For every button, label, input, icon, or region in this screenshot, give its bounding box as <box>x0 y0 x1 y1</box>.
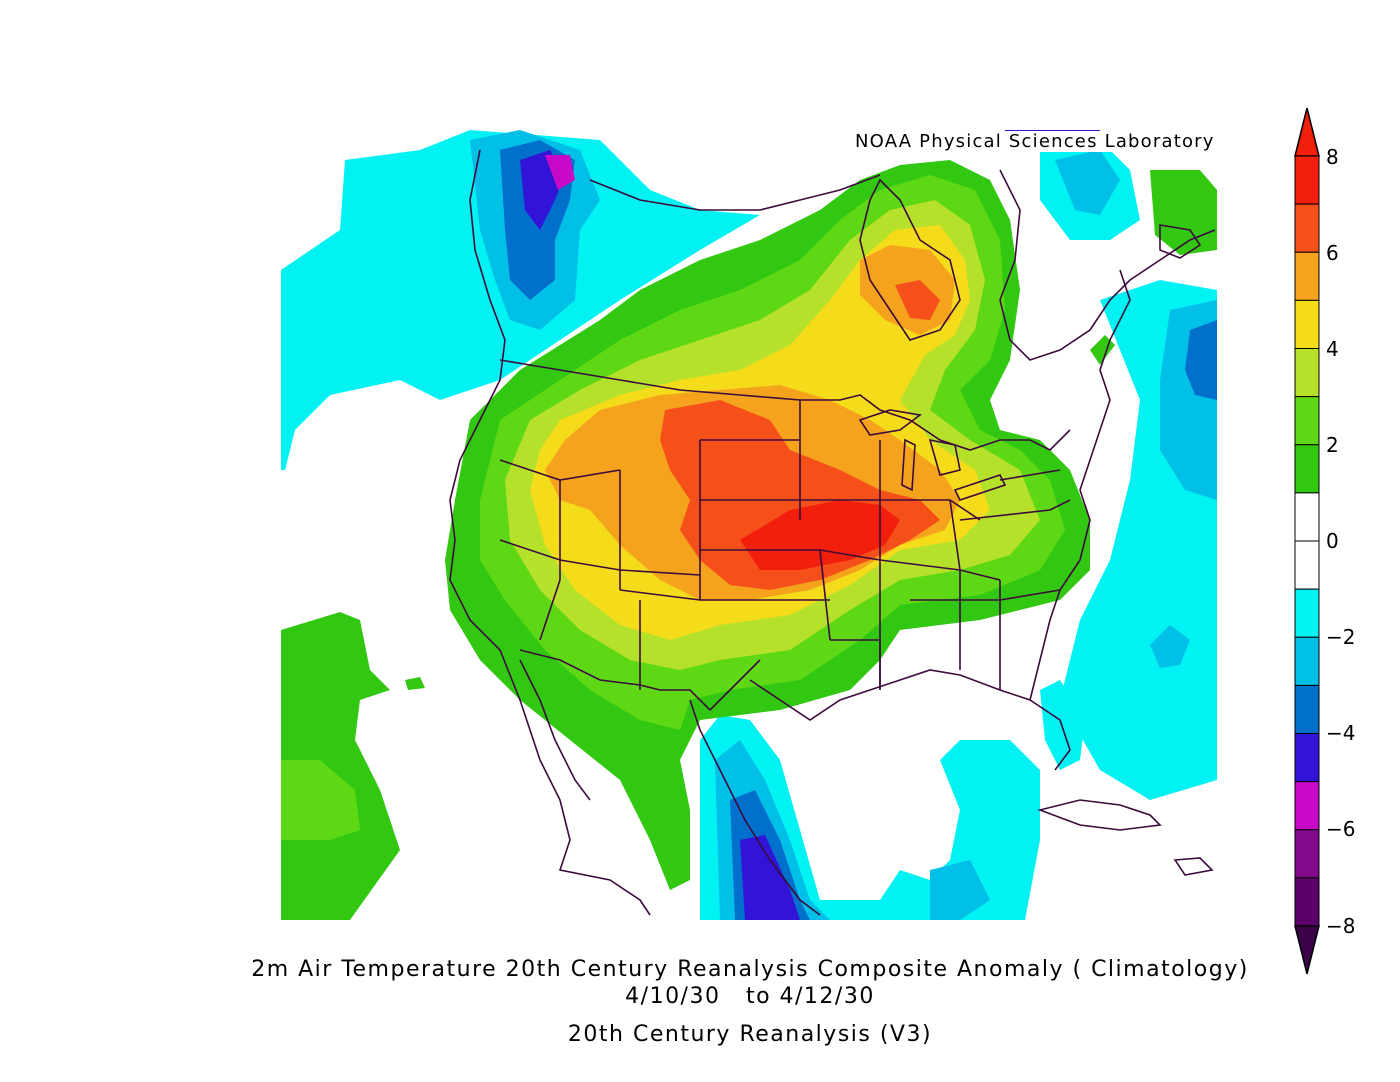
state-lines-central <box>700 400 881 690</box>
warm-anomaly-hudson-red <box>895 280 940 320</box>
colorbar-segment <box>1294 203 1320 253</box>
coastline-mexico-gulf <box>689 699 821 916</box>
cold-anomaly-bc-peak <box>545 155 575 190</box>
cold-anomaly-northeast-blue <box>1055 150 1120 215</box>
warm-anomaly-pacific-sw-inner <box>281 760 360 840</box>
coastline-atlantic <box>1029 269 1131 701</box>
cold-anomaly-mexico-core <box>740 835 800 920</box>
colorbar: 8 6 4 2 0 −2 −4 −6 −8 <box>1294 107 1355 975</box>
colorbar-segment <box>1294 396 1320 446</box>
dataset-name: 20th Century Reanalysis (V3) <box>567 1022 933 1047</box>
state-lines-east <box>879 440 1071 690</box>
colorbar-label-neg4: −4 <box>1326 721 1355 745</box>
colorbar-labels: 8 6 4 2 0 −2 −4 −6 −8 <box>1326 145 1355 938</box>
colorbar-segment <box>1294 684 1320 734</box>
colorbar-segments <box>1294 155 1320 927</box>
lake-outline-erie <box>953 474 1007 501</box>
warm-anomaly-pacific-sw <box>281 612 400 920</box>
colorbar-label-neg8: −8 <box>1326 914 1355 938</box>
state-lines-west <box>499 440 701 690</box>
colorbar-label-2: 2 <box>1326 433 1339 457</box>
coastline-pacific <box>449 149 651 916</box>
border-us-canada <box>499 359 1071 451</box>
coastline-baja <box>519 659 591 801</box>
colorbar-segment <box>1294 155 1320 205</box>
cold-anomaly-atlantic-blue <box>1185 320 1217 400</box>
warm-anomaly-pacific-speck <box>405 677 425 690</box>
coastline-canada-north <box>589 174 881 211</box>
colorbar-segment <box>1294 540 1320 590</box>
colorbar-label-neg2: −2 <box>1326 625 1355 649</box>
border-us-mexico <box>519 649 761 712</box>
colorbar-segment <box>1294 348 1320 398</box>
warm-anomaly-level-7 <box>740 500 900 570</box>
colorbar-segment <box>1294 781 1320 831</box>
coastline-labrador <box>999 169 1216 361</box>
figure-title: 2m Air Temperature 20th Century Reanalys… <box>251 957 1249 982</box>
coastline-gulf-us <box>749 669 1071 771</box>
map-area <box>281 130 1217 920</box>
colorbar-segment <box>1294 829 1320 879</box>
colorbar-segment <box>1294 251 1320 301</box>
credit-label: NOAA Physical Sciences Laboratory <box>853 131 1217 152</box>
colorbar-segment <box>1294 492 1320 542</box>
lake-outline-michigan <box>901 438 916 492</box>
cold-anomaly-caribbean <box>930 860 990 920</box>
colorbar-label-neg6: −6 <box>1326 817 1355 841</box>
colorbar-segment <box>1294 733 1320 783</box>
boundary-lines <box>449 149 1216 916</box>
cold-anomaly-atlantic-spot <box>1150 625 1190 668</box>
colorbar-top-arrow <box>1294 107 1320 157</box>
colorbar-segment <box>1294 877 1320 927</box>
newfoundland-outline <box>1159 224 1202 259</box>
colorbar-segment <box>1294 299 1320 349</box>
colorbar-segment <box>1294 636 1320 686</box>
colorbar-label-6: 6 <box>1326 241 1339 265</box>
lake-outline-superior <box>858 409 922 436</box>
colorbar-label-8: 8 <box>1326 145 1339 169</box>
colorbar-label-4: 4 <box>1326 337 1339 361</box>
lake-outline-huron <box>928 438 961 476</box>
coastline-hudson-bay <box>859 178 961 341</box>
colorbar-label-0: 0 <box>1326 529 1339 553</box>
colorbar-bottom-arrow <box>1294 925 1320 975</box>
colorbar-segment <box>1294 588 1320 638</box>
colorbar-segment <box>1294 444 1320 494</box>
cuba-outline <box>1037 799 1162 831</box>
warm-anomaly-northeast-green <box>1150 170 1217 255</box>
hispaniola-outline <box>1173 857 1214 876</box>
date-range: 4/10/30 to 4/12/30 <box>625 984 875 1009</box>
